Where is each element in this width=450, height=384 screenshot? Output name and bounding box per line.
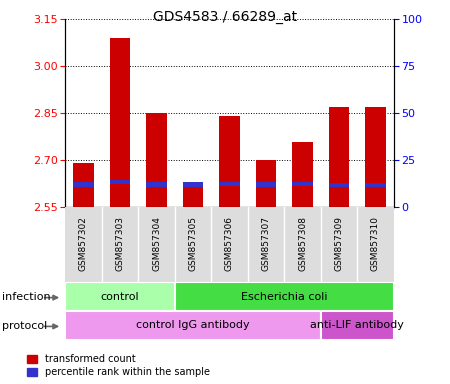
Text: protocol: protocol: [2, 321, 48, 331]
Bar: [329, 183, 349, 187]
Text: GDS4583 / 66289_at: GDS4583 / 66289_at: [153, 10, 297, 23]
Bar: [220, 116, 239, 207]
Text: infection: infection: [2, 292, 51, 302]
Bar: [175, 282, 394, 311]
Bar: [329, 107, 349, 207]
Bar: [65, 311, 321, 340]
Bar: [183, 182, 203, 207]
Bar: [292, 182, 313, 186]
Bar: [73, 164, 94, 207]
Legend: transformed count, percentile rank within the sample: transformed count, percentile rank withi…: [27, 354, 210, 377]
Text: GSM857302: GSM857302: [79, 216, 88, 271]
Bar: [292, 142, 313, 207]
Text: GSM857304: GSM857304: [152, 216, 161, 271]
Text: GSM857309: GSM857309: [334, 216, 343, 271]
Bar: [256, 182, 276, 187]
Bar: [256, 160, 276, 207]
Text: GSM857306: GSM857306: [225, 216, 234, 271]
Text: GSM857310: GSM857310: [371, 216, 380, 271]
Text: control IgG antibody: control IgG antibody: [136, 320, 250, 331]
Text: GSM857305: GSM857305: [189, 216, 198, 271]
Bar: [65, 282, 175, 311]
Bar: [73, 182, 94, 187]
Text: Escherichia coli: Escherichia coli: [241, 291, 328, 302]
Bar: [365, 107, 386, 207]
Bar: [220, 182, 239, 186]
Text: GSM857308: GSM857308: [298, 216, 307, 271]
Text: GSM857307: GSM857307: [261, 216, 270, 271]
Text: anti-LIF antibody: anti-LIF antibody: [310, 320, 404, 331]
Bar: [146, 113, 166, 207]
Bar: [146, 182, 166, 187]
Bar: [321, 311, 394, 340]
Bar: [183, 182, 203, 187]
Bar: [110, 180, 130, 184]
Bar: [365, 184, 386, 187]
Text: control: control: [101, 291, 140, 302]
Bar: [110, 38, 130, 207]
Text: GSM857303: GSM857303: [116, 216, 125, 271]
